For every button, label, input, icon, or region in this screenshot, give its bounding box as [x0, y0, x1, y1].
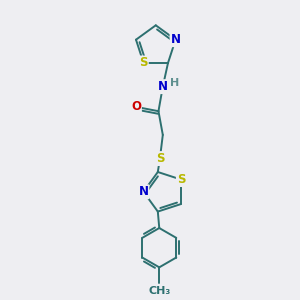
Text: N: N: [138, 185, 148, 198]
Text: S: S: [156, 152, 164, 165]
Text: N: N: [171, 33, 181, 46]
Text: H: H: [170, 78, 180, 88]
Text: S: S: [177, 173, 185, 186]
Text: N: N: [158, 80, 168, 93]
Text: CH₃: CH₃: [148, 286, 170, 296]
Text: O: O: [131, 100, 141, 113]
Text: S: S: [139, 56, 148, 69]
